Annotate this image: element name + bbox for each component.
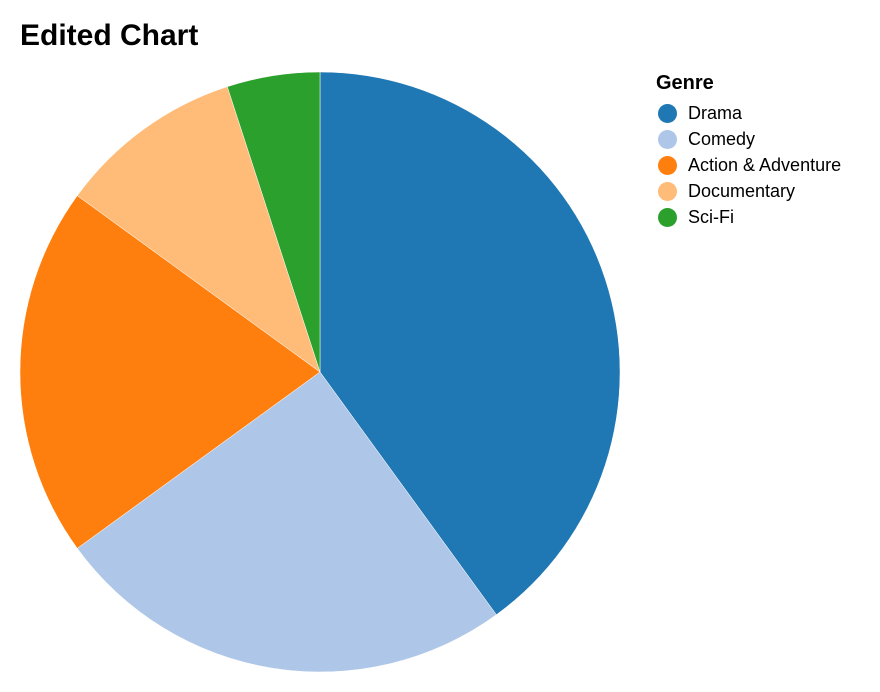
legend-swatch <box>658 181 677 201</box>
legend-item-action-adventure: Action & Adventure <box>656 152 841 178</box>
pie-slice-documentary <box>76 86 321 373</box>
legend-label: Comedy <box>688 128 756 149</box>
legend-swatch <box>658 207 677 227</box>
pie-slices <box>19 71 621 673</box>
legend-label: Drama <box>688 102 743 123</box>
pie-slice-action-adventure <box>19 195 321 549</box>
legend-title: Genre <box>656 72 714 94</box>
legend-item-documentary: Documentary <box>656 178 841 204</box>
legend-label: Action & Adventure <box>688 154 842 175</box>
pie-slice-comedy <box>76 371 497 673</box>
legend-swatch <box>658 103 677 123</box>
legend-label: Documentary <box>688 180 796 201</box>
pie-slice-sci-fi <box>226 71 321 373</box>
legend-item-drama: Drama <box>656 100 841 126</box>
legend-item-sci-fi: Sci-Fi <box>656 204 841 230</box>
chart-title: Edited Chart <box>20 19 199 52</box>
legend-item-comedy: Comedy <box>656 126 841 152</box>
legend-swatch <box>658 129 677 149</box>
legend: Genre Drama Comedy Action & Adventure Docum… <box>656 70 841 230</box>
legend-items: Drama Comedy Action & Adventure Documentary… <box>656 100 841 230</box>
legend-swatch <box>658 155 677 175</box>
pie-slice-drama <box>319 71 621 616</box>
legend-label: Sci-Fi <box>688 206 734 227</box>
